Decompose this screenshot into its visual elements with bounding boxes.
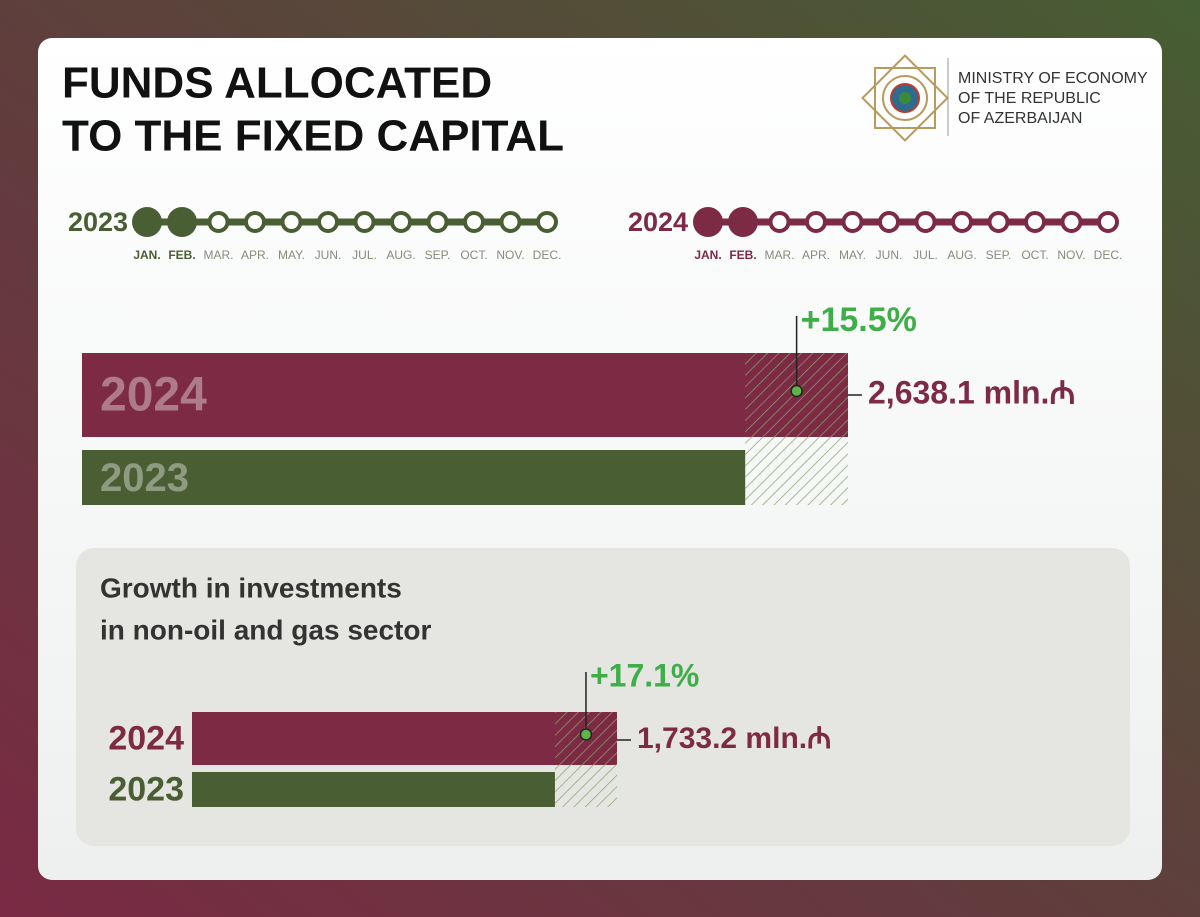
month-dot xyxy=(426,211,449,233)
value-label: 2,638.1 mln.₼ xyxy=(868,374,1075,410)
month-dot xyxy=(987,211,1010,233)
logo xyxy=(861,54,949,142)
month-dot xyxy=(536,211,558,233)
month-dot xyxy=(280,211,303,233)
month-label: APR. xyxy=(241,248,269,262)
month-dot xyxy=(805,211,827,233)
growth-dot xyxy=(579,728,593,741)
month-label: MAR. xyxy=(204,248,234,262)
bar xyxy=(82,450,746,505)
month-dot xyxy=(1024,211,1046,233)
bar-category: 2024 xyxy=(100,369,207,422)
month-dot xyxy=(207,211,230,233)
month-dot xyxy=(768,211,791,233)
month-dot xyxy=(463,211,485,233)
month-dot xyxy=(914,211,937,233)
bar xyxy=(192,712,617,765)
month-dot xyxy=(390,211,412,233)
month-dot xyxy=(878,211,900,233)
month-label: JUL. xyxy=(352,248,377,262)
month-label: APR. xyxy=(802,248,830,262)
month-label: FEB. xyxy=(729,248,756,262)
month-dot xyxy=(244,211,266,233)
month-dot xyxy=(728,207,758,237)
bar-category: 2023 xyxy=(108,770,184,808)
month-label: JUL. xyxy=(913,248,938,262)
month-label: MAY. xyxy=(839,248,866,262)
month-label: FEB. xyxy=(168,248,195,262)
month-label: MAY. xyxy=(278,248,305,262)
month-label: JAN. xyxy=(133,248,160,262)
bar xyxy=(82,353,848,437)
timeline-year: 2024 xyxy=(628,207,688,237)
month-dot xyxy=(1097,211,1119,233)
panel-title: in non-oil and gas sector xyxy=(100,614,431,645)
month-dot xyxy=(841,211,864,233)
ministry-name: OF THE REPUBLIC xyxy=(958,90,1101,107)
month-dot xyxy=(499,211,522,233)
month-label: NOV. xyxy=(1057,248,1085,262)
growth-label: +17.1% xyxy=(590,657,699,693)
month-label: OCT. xyxy=(460,248,487,262)
month-label: JAN. xyxy=(694,248,721,262)
month-label: DEC. xyxy=(533,248,562,262)
month-dot xyxy=(693,207,723,237)
title: TO THE FIXED CAPITAL xyxy=(62,112,564,161)
month-label: MAR. xyxy=(765,248,795,262)
month-label: AUG. xyxy=(386,248,415,262)
title: FUNDS ALLOCATED xyxy=(62,59,492,108)
ministry-name: OF AZERBAIJAN xyxy=(958,110,1082,127)
bar-category: 2023 xyxy=(100,456,189,500)
month-dot xyxy=(1060,211,1083,233)
month-label: SEP. xyxy=(425,248,451,262)
month-dot xyxy=(353,211,376,233)
value-label: 1,733.2 mln.₼ xyxy=(637,722,831,755)
month-label: SEP. xyxy=(986,248,1012,262)
ministry-name: MINISTRY OF ECONOMY xyxy=(958,70,1148,87)
bar-category: 2024 xyxy=(108,719,184,757)
sub-panel xyxy=(76,548,1130,846)
month-dot xyxy=(132,207,162,237)
month-label: OCT. xyxy=(1021,248,1048,262)
month-label: DEC. xyxy=(1094,248,1123,262)
month-dot xyxy=(951,211,973,233)
timeline-year: 2023 xyxy=(68,207,128,237)
month-label: JUN. xyxy=(876,248,903,262)
month-dot xyxy=(317,211,339,233)
month-label: NOV. xyxy=(496,248,524,262)
growth-label: +15.5% xyxy=(801,301,917,339)
month-dot xyxy=(167,207,197,237)
bar xyxy=(192,772,555,807)
panel-title: Growth in investments xyxy=(100,572,402,603)
growth-dot xyxy=(790,384,803,398)
month-label: AUG. xyxy=(947,248,976,262)
month-label: JUN. xyxy=(315,248,342,262)
